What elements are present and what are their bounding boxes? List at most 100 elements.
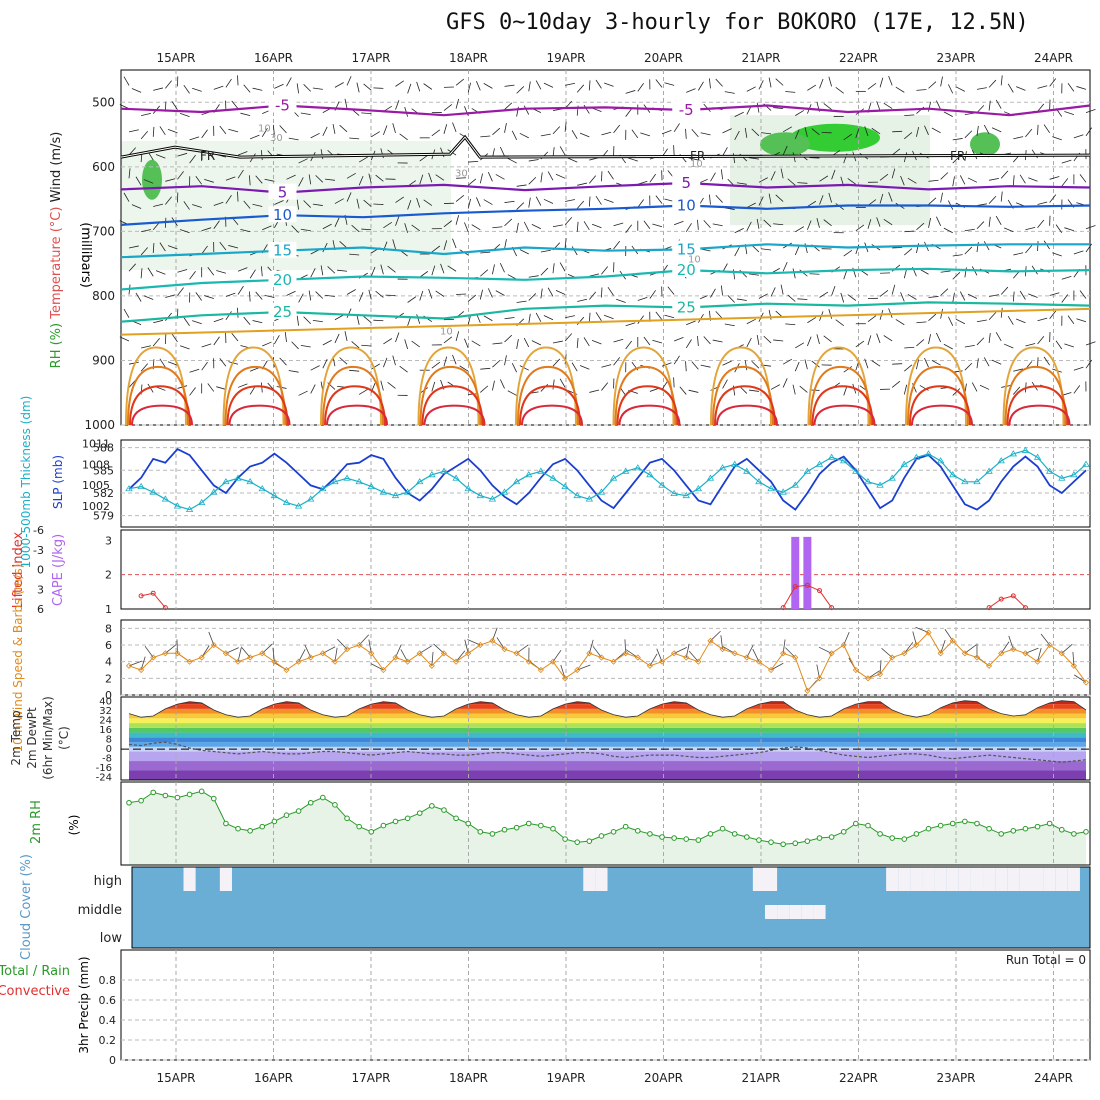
li-tick: -6 [33,524,44,537]
cloud-clear-high [1043,867,1056,891]
wind-barb [720,285,723,296]
wind-speed-point [247,654,254,661]
wind-barb [916,127,920,137]
wind-barb [322,126,328,137]
wind-barb [780,284,784,295]
precip-tick: 0.4 [99,1014,117,1027]
wind-barb [334,198,344,204]
wind-barb [392,355,396,366]
wind-barb [1064,343,1075,348]
wind-barb [579,365,590,370]
wind-barb [904,248,913,256]
slp-point [234,474,242,481]
isotherm-label: 5 [278,184,288,202]
wind-barb [804,359,808,370]
wind-barb [649,173,656,183]
wind-barb [1061,178,1069,187]
wind-barb [1073,250,1084,255]
wind-barb [363,83,372,91]
wind-barb [955,86,966,92]
wind-speed-point [465,650,472,657]
wind-speed-point [271,658,278,665]
wind-barb [936,100,941,110]
wind-barb [559,146,566,156]
wind-speed-line [128,631,1087,692]
wind-barb [416,314,421,324]
wind-barb [552,263,555,274]
rh-point [453,815,459,822]
surface-wind-barb [688,650,699,662]
wind-barb [835,319,844,327]
cloud-clear-high [983,867,996,891]
wind-speed-point [658,658,666,665]
surface-wind-barb [496,637,505,650]
cape-bar [803,536,812,609]
wind-barb [164,333,167,344]
wind-barb [625,108,633,117]
cape-tick: 2 [105,569,112,582]
wind-barb [373,203,384,205]
wind-barb [195,175,203,185]
slp-point [634,464,642,471]
wind-barb [195,292,203,301]
rh-point [731,831,738,837]
wind-barb [855,224,865,232]
cloud-clear-mid [801,905,814,919]
wind-barb [688,389,699,393]
wind-barb [528,313,531,324]
wind-barb [828,192,832,203]
surface-wind-barb [881,648,893,658]
rh-point [1022,825,1029,832]
low-level-isotherm [322,365,384,426]
low-level-isotherm [228,404,291,426]
wind-tick: 0 [105,689,112,702]
rh-point [695,837,702,843]
low-level-isotherm [419,365,482,426]
wind-barb [840,292,845,303]
temp-band [129,742,1086,747]
wind-barb [455,194,465,202]
temp-line [128,700,1087,718]
rh-point [780,841,786,848]
rh-point [901,836,908,842]
wind-barb [310,365,320,371]
rh-point [756,837,762,843]
wind-barb [152,243,155,254]
low-level-isotherm [811,385,874,426]
rh-shade-high [142,159,162,200]
wind-barb [807,84,817,91]
wind-barb [724,91,735,94]
chart-title: GFS 0~10day 3-hourly for BOKORO (17E, 12… [446,10,1029,35]
rh-point [1010,827,1017,834]
wind-barb [782,358,793,365]
wind-barb [192,87,202,92]
isotherm-label-bg [672,196,701,213]
wind-barb [976,337,985,346]
rh-point [804,838,811,844]
wind-barb [983,357,990,367]
slp-tick: 1005 [82,479,110,492]
wind-barb [710,288,716,298]
wind-barb [661,130,672,135]
temp-band [129,761,1086,771]
wind-barb [782,126,793,133]
wind-speed-point [743,654,750,661]
wind-barb [746,221,752,231]
wind-barb [746,337,752,348]
wind-barb [995,332,1002,342]
wind-barb [346,289,356,295]
wind-barb [219,241,227,251]
slp-point [621,467,630,474]
wind-barb [480,367,491,370]
wind-barb [516,222,519,233]
wind-barb [1085,359,1093,369]
wind-barb [1073,134,1084,139]
wind-barb [179,112,190,117]
wind-barb [540,267,549,276]
wind-barb [140,131,148,140]
wind-barb [495,174,505,180]
wind-barb [392,239,396,250]
wind-barb [504,317,515,320]
wind-barb [1049,292,1060,296]
wind-barb [577,298,588,302]
